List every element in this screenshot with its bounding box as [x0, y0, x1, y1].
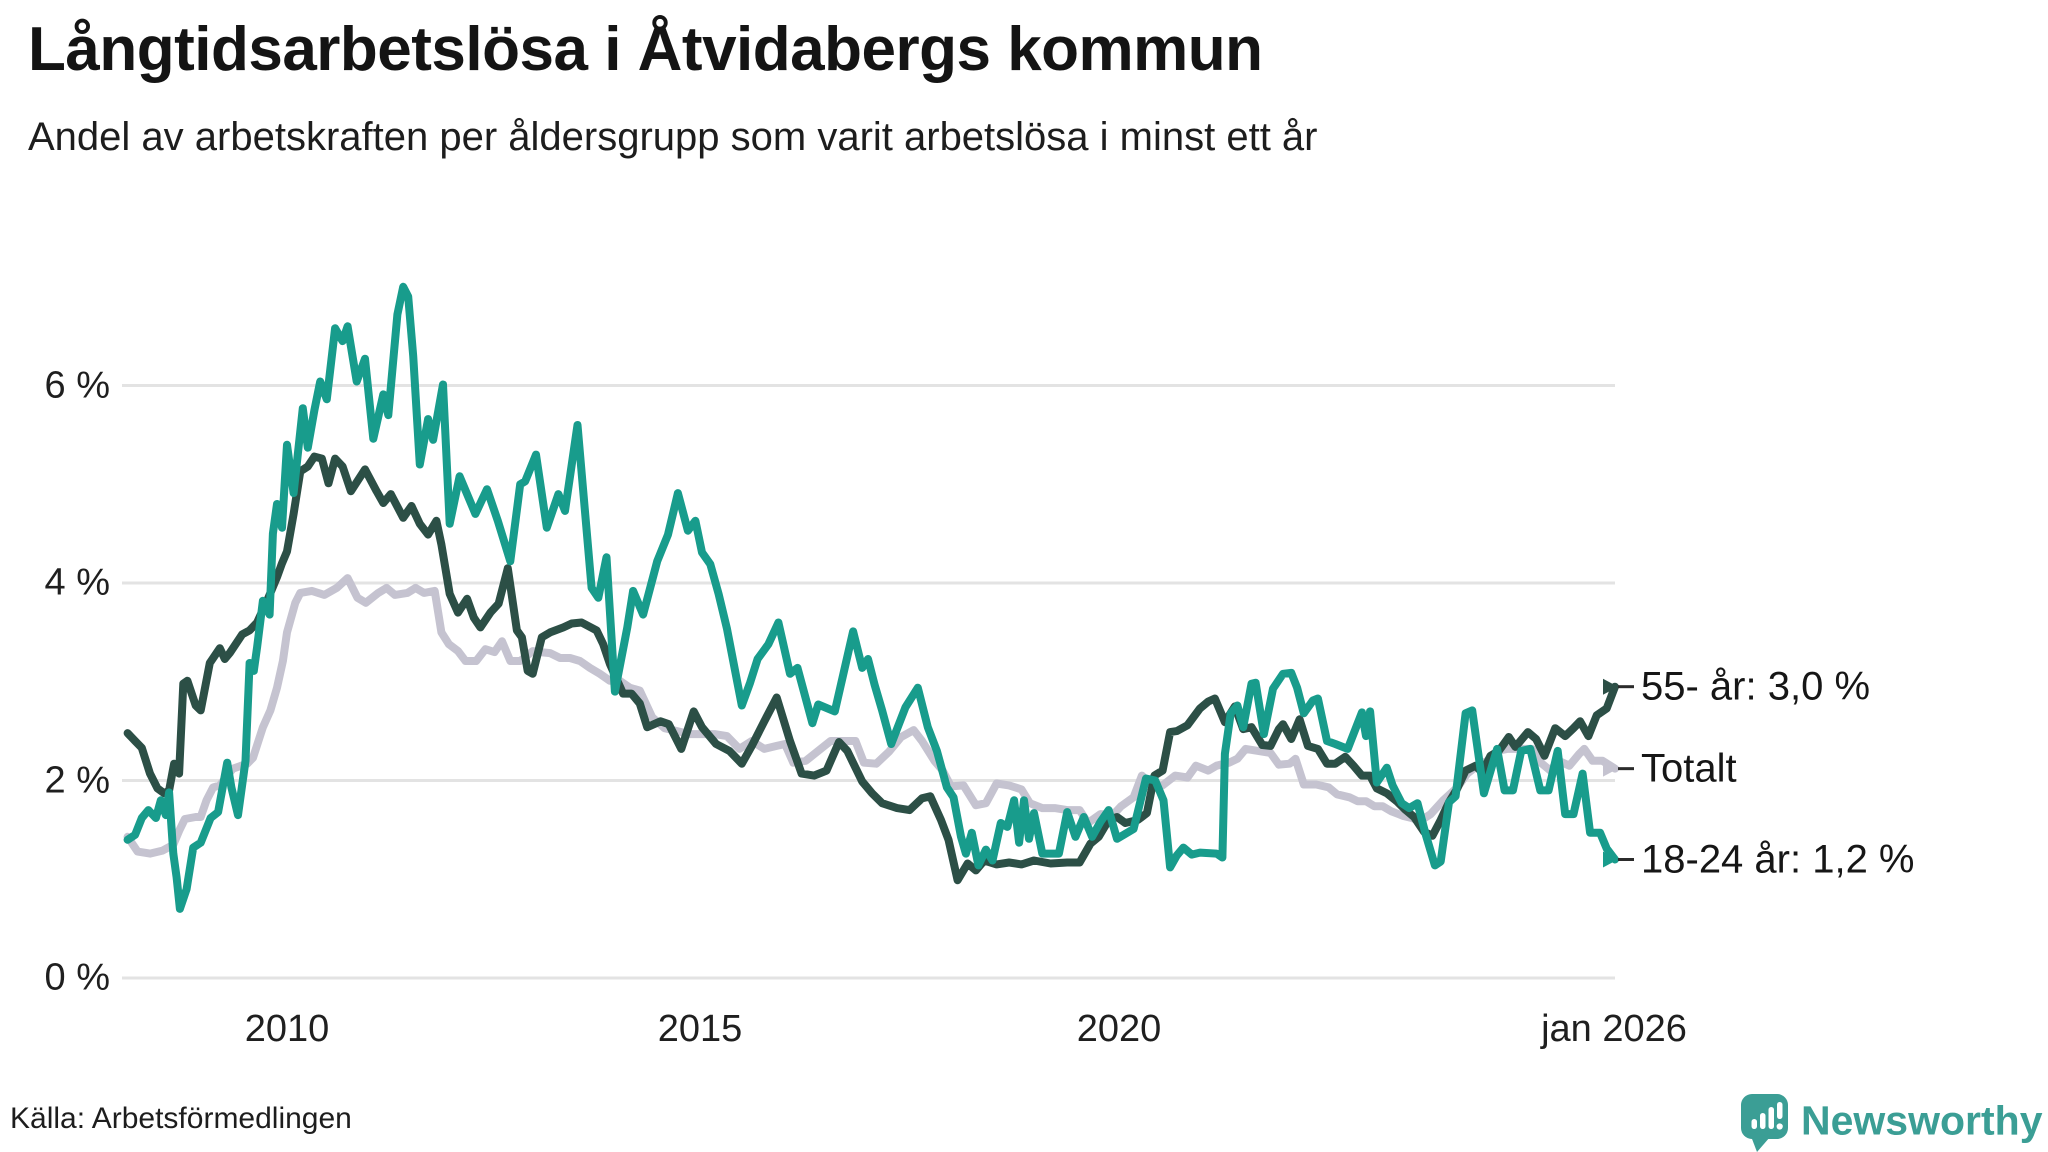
x-axis-label-2010: 2010 — [244, 1008, 330, 1050]
y-axis-label-6: 6 % — [44, 364, 110, 407]
series-end-label-55-ar: 55- år: 3,0 % — [1641, 664, 1871, 709]
x-axis-label-2020: 2020 — [1076, 1008, 1162, 1050]
page-subtitle: Andel av arbetskraften per åldersgrupp s… — [28, 115, 1318, 159]
newsworthy-logo-icon — [1741, 1094, 1788, 1152]
series-line-totalt — [123, 574, 1619, 858]
series-end-arrow-18-24-ar — [1603, 851, 1618, 868]
newsworthy-logo-text: Newsworthy — [1801, 1097, 2043, 1144]
gridlines — [122, 384, 1615, 980]
series-end-arrow-totalt — [1603, 760, 1618, 777]
series-lines — [123, 282, 1619, 913]
y-axis-label-4: 4 % — [44, 561, 110, 604]
series-end-label-totalt: Totalt — [1641, 746, 1737, 791]
series-end-label-18-24-ar: 18-24 år: 1,2 % — [1641, 837, 1915, 881]
series-end-markers — [1603, 678, 1634, 868]
series-line-18-24-ar — [123, 282, 1619, 913]
y-axis-label-0: 0 % — [44, 956, 110, 999]
x-axis-label-2015: 2015 — [657, 1008, 743, 1050]
series-end-arrow-55-ar — [1603, 678, 1618, 695]
x-axis-label-jan2026: jan 2026 — [1541, 1008, 1687, 1050]
page-title: Långtidsarbetslösa i Åtvidabergs kommun — [28, 15, 1263, 84]
source-note: Källa: Arbetsförmedlingen — [10, 1102, 352, 1135]
y-axis-label-2: 2 % — [44, 759, 110, 802]
